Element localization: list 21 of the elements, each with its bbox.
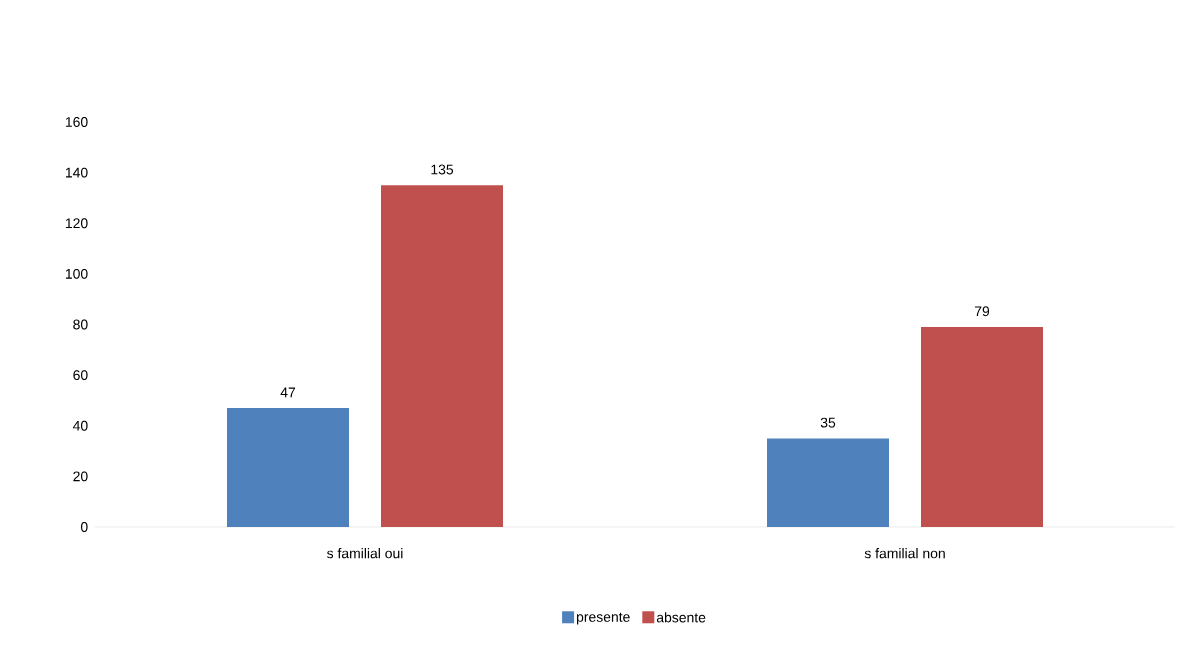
data-label: 79 (974, 306, 990, 317)
y-tick-label: 0 (80, 522, 88, 532)
bar (227, 408, 350, 527)
data-label: 135 (431, 164, 454, 175)
y-tick-label: 100 (65, 268, 88, 279)
y-tick-label: 80 (73, 319, 88, 330)
x-tick-label: s familial oui (327, 548, 403, 559)
y-tick-label: 20 (73, 471, 88, 482)
bar (381, 185, 504, 527)
y-tick-label: 140 (65, 167, 88, 178)
bar (767, 438, 890, 527)
legend-label: presente (576, 612, 630, 625)
legend-label: absente (656, 612, 706, 623)
bar (921, 327, 1044, 527)
y-tick-label: 160 (65, 117, 88, 127)
y-tick-label: 40 (72, 420, 88, 431)
y-tick-label: 60 (73, 370, 88, 381)
x-tick-label: s familial non (864, 548, 945, 559)
data-label: 47 (280, 387, 296, 398)
data-label: 35 (820, 417, 836, 428)
y-tick-label: 120 (65, 218, 88, 229)
